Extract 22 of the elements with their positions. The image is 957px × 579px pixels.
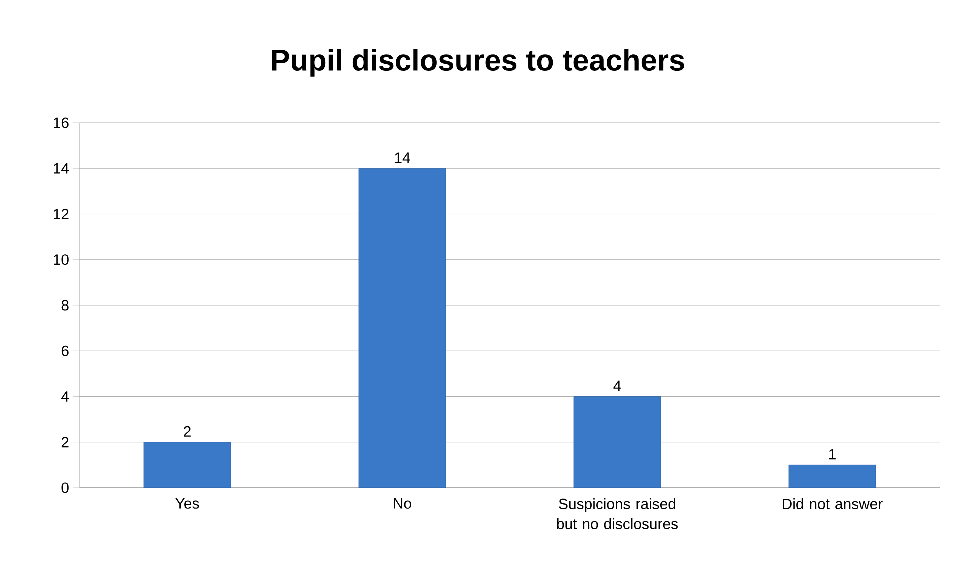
data-label: 4 bbox=[614, 380, 622, 392]
x-tick-label: Yes bbox=[176, 498, 200, 509]
y-tick-label: 16 bbox=[54, 118, 69, 128]
bar bbox=[574, 396, 662, 488]
x-tick-label: No bbox=[394, 498, 412, 509]
y-tick-label: 4 bbox=[62, 392, 70, 402]
bar bbox=[788, 464, 876, 488]
y-tick-label: 12 bbox=[54, 209, 69, 220]
y-tick-label: 2 bbox=[62, 437, 69, 448]
x-tick-label: Did not answer bbox=[783, 498, 883, 510]
data-label: 2 bbox=[184, 426, 191, 437]
y-tick-label: 14 bbox=[54, 163, 70, 174]
data-label: 14 bbox=[395, 152, 410, 164]
y-tick-label: 8 bbox=[62, 300, 69, 311]
y-tick-label: 0 bbox=[62, 482, 69, 494]
data-label: 1 bbox=[829, 449, 836, 460]
chart-title: Pupil disclosures to teachers bbox=[272, 49, 684, 77]
x-tick-label: Suspicions raised but no disclosures bbox=[557, 498, 678, 530]
bar bbox=[358, 168, 446, 488]
y-tick-label: 10 bbox=[54, 254, 69, 266]
bar bbox=[144, 442, 232, 488]
y-tick-label: 6 bbox=[62, 346, 69, 356]
